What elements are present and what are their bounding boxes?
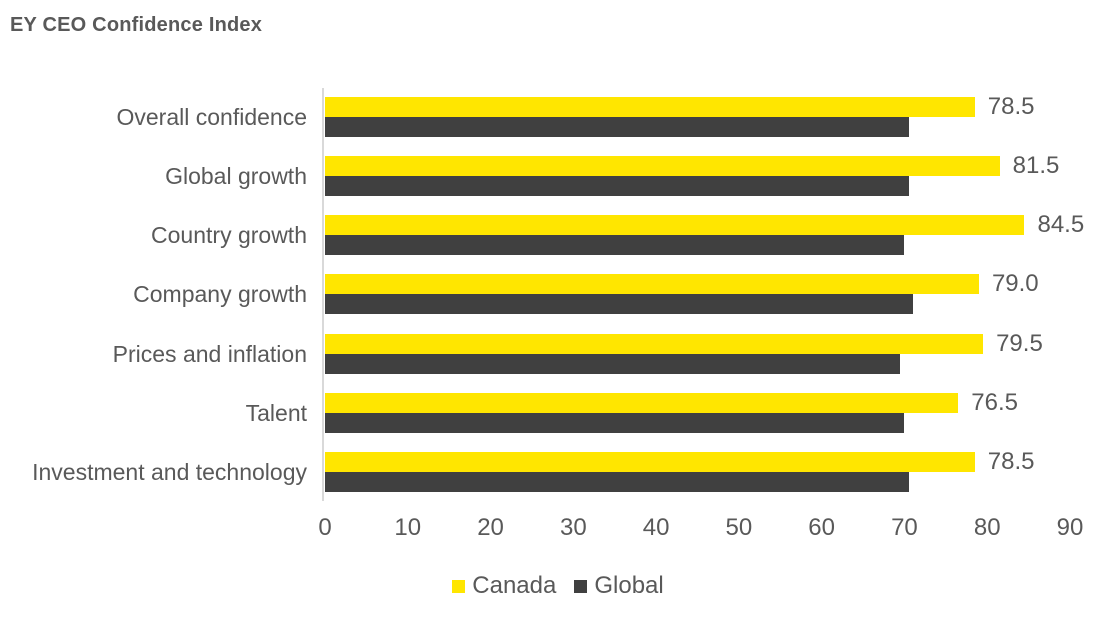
y-axis-line xyxy=(322,88,324,501)
legend-label-global: Global xyxy=(594,572,664,599)
x-tick-label-0: 0 xyxy=(318,514,332,541)
global-bar-global-growth xyxy=(325,175,909,196)
canada-bar-country-growth xyxy=(325,215,1025,236)
category-label-talent: Talent xyxy=(245,400,307,426)
value-label-talent: 76.5 xyxy=(971,389,1018,416)
legend: Canada Global xyxy=(0,571,1116,601)
x-tick-label-60: 60 xyxy=(808,514,836,541)
value-label-country-growth: 84.5 xyxy=(1037,211,1085,239)
legend-item-global: Global xyxy=(574,572,664,600)
category-label-country-growth: Country growth xyxy=(151,222,307,249)
x-tick-label-50: 50 xyxy=(725,514,753,541)
value-label-overall-confidence: 78.5 xyxy=(987,92,1035,120)
category-label-overall-confidence: Overall confidence xyxy=(116,103,308,130)
value-label-company-growth: 79.0 xyxy=(991,270,1039,298)
x-tick-label-80: 80 xyxy=(973,514,1001,541)
global-bar-company-growth xyxy=(325,294,913,315)
legend-item-canada: Canada xyxy=(452,572,556,600)
global-bar-prices-and-inflation xyxy=(325,353,901,374)
global-bar-overall-confidence xyxy=(325,116,909,137)
legend-label-canada: Canada xyxy=(472,572,557,599)
category-label-investment-and-technology: Investment and technology xyxy=(32,459,307,486)
global-bar-investment-and-technology xyxy=(325,472,909,493)
x-tick-label-90: 90 xyxy=(1056,514,1084,541)
canada-bar-overall-confidence xyxy=(325,96,975,117)
canada-bar-talent xyxy=(325,393,959,413)
x-tick-label-70: 70 xyxy=(891,514,918,541)
value-label-prices-and-inflation: 79.5 xyxy=(996,329,1043,357)
legend-swatch-icon-canada xyxy=(452,579,466,593)
x-tick-label-10: 10 xyxy=(394,514,422,541)
value-label-investment-and-technology: 78.5 xyxy=(987,448,1035,476)
category-label-global-growth: Global growth xyxy=(165,162,307,189)
x-tick-label-30: 30 xyxy=(559,514,587,541)
category-label-company-growth: Company growth xyxy=(133,281,307,308)
canada-bar-global-growth xyxy=(325,155,1000,176)
canada-bar-prices-and-inflation xyxy=(325,333,984,354)
legend-swatch-icon-global xyxy=(574,579,588,593)
canada-bar-investment-and-technology xyxy=(325,452,975,473)
chart-title: EY CEO Confidence Index xyxy=(10,14,263,36)
global-bar-talent xyxy=(325,413,905,433)
x-tick-label-40: 40 xyxy=(642,514,670,541)
value-label-global-growth: 81.5 xyxy=(1012,151,1060,179)
x-tick-label-20: 20 xyxy=(477,514,504,541)
category-label-prices-and-inflation: Prices and inflation xyxy=(112,340,307,367)
global-bar-country-growth xyxy=(325,235,905,256)
canada-bar-company-growth xyxy=(325,274,979,295)
